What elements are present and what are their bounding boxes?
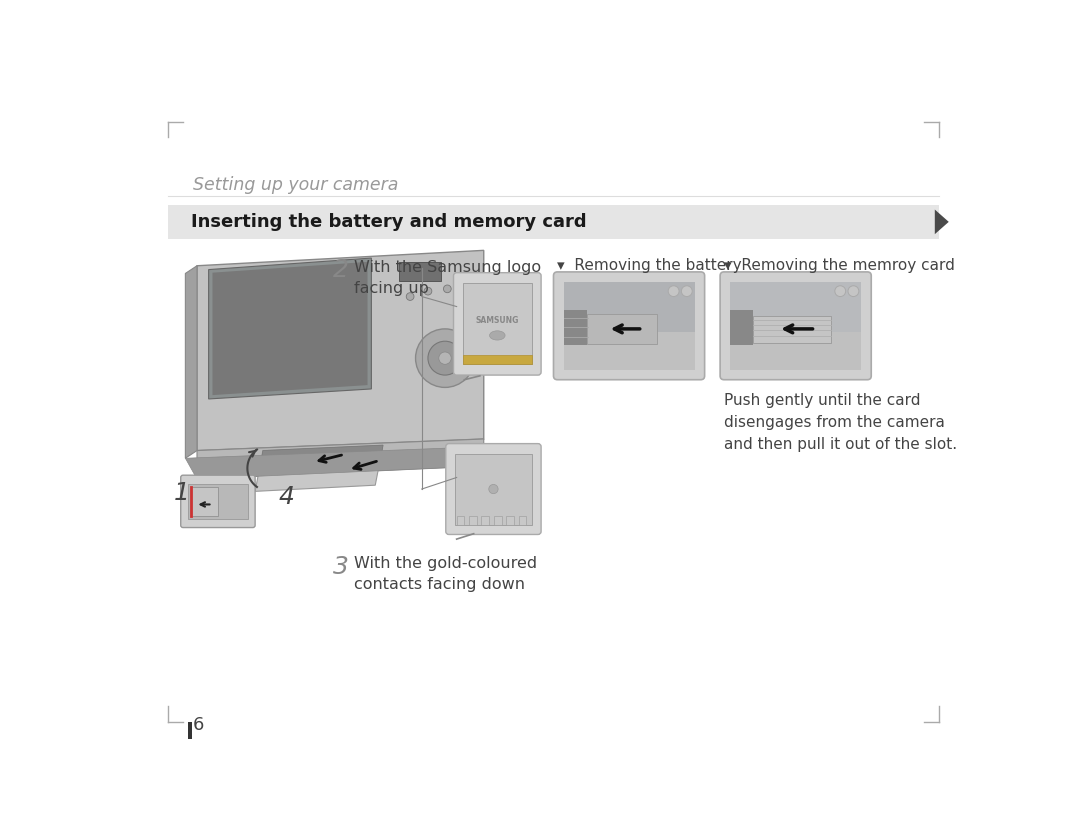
Bar [188,483,248,519]
Bar [457,516,464,525]
Bar [754,316,831,342]
Circle shape [835,286,846,296]
Circle shape [438,352,451,364]
Bar [455,454,531,525]
Circle shape [489,484,498,493]
FancyBboxPatch shape [167,205,940,239]
Polygon shape [255,445,383,491]
Bar [730,311,754,345]
Circle shape [406,293,414,301]
Text: 2: 2 [333,258,349,282]
Bar [507,516,514,525]
Circle shape [681,286,692,296]
Text: With the Samsung logo
facing up: With the Samsung logo facing up [353,260,541,296]
Text: Inserting the battery and memory card: Inserting the battery and memory card [191,213,586,230]
Text: 6: 6 [193,716,204,734]
Text: With the gold-coloured
contacts facing down: With the gold-coloured contacts facing d… [353,556,537,592]
Circle shape [444,285,451,293]
Ellipse shape [489,331,505,340]
FancyBboxPatch shape [446,443,541,534]
Circle shape [669,286,679,296]
Circle shape [424,287,432,295]
Circle shape [416,329,474,387]
Text: ▾  Removing the memroy card: ▾ Removing the memroy card [724,258,955,273]
Polygon shape [186,447,484,479]
Polygon shape [186,266,197,458]
Bar [463,283,531,364]
FancyBboxPatch shape [720,272,872,380]
Polygon shape [197,250,484,451]
Polygon shape [935,210,948,234]
Bar [730,282,861,370]
Bar [564,282,694,370]
Bar [494,516,501,525]
Bar [564,282,694,332]
Text: Setting up your camera: Setting up your camera [193,175,399,194]
Polygon shape [197,439,484,479]
Bar [564,311,586,345]
Bar [586,314,657,343]
Bar [518,516,526,525]
Bar [469,516,476,525]
Bar [482,516,489,525]
Bar [191,487,218,516]
Bar [730,282,861,332]
Circle shape [428,342,462,375]
Polygon shape [213,262,367,395]
Bar [399,262,441,281]
Text: Push gently until the card
disengages from the camera
and then pull it out of th: Push gently until the card disengages fr… [724,392,957,453]
Text: SAMSUNG: SAMSUNG [475,316,519,325]
FancyBboxPatch shape [454,273,541,375]
Polygon shape [208,258,372,399]
Bar [463,355,531,364]
FancyBboxPatch shape [180,475,255,528]
Circle shape [848,286,859,296]
Text: ▾  Removing the battery: ▾ Removing the battery [557,258,742,273]
Text: 3: 3 [333,554,349,579]
FancyBboxPatch shape [554,272,704,380]
Circle shape [458,287,465,295]
Text: 4: 4 [279,485,294,509]
Polygon shape [261,445,383,460]
Text: 1: 1 [174,481,190,505]
Bar [188,722,191,739]
